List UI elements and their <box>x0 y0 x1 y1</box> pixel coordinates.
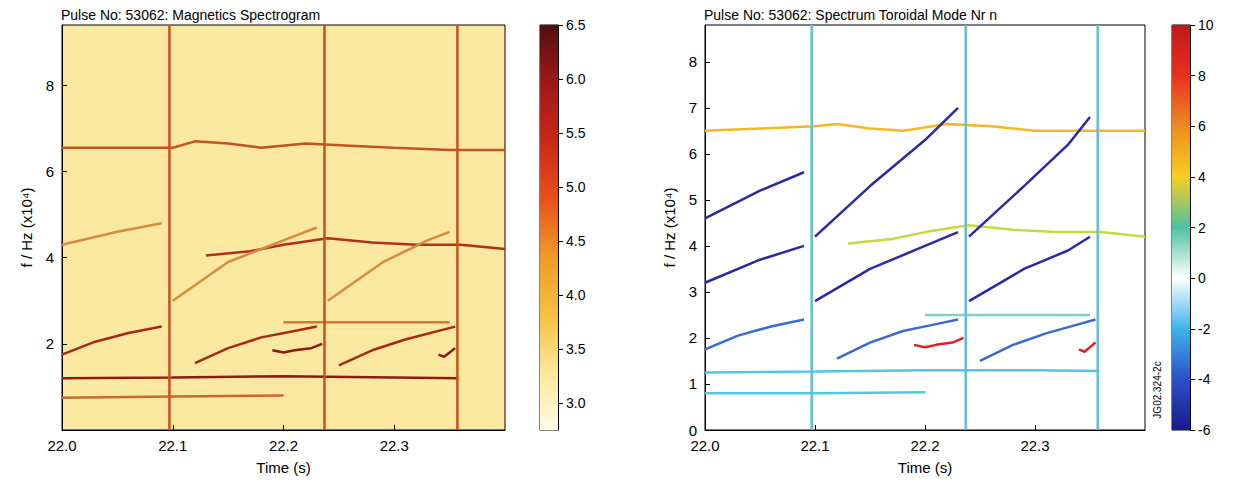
svg-text:5: 5 <box>689 191 697 208</box>
svg-text:5.0: 5.0 <box>566 179 586 195</box>
svg-text:1: 1 <box>689 375 697 392</box>
svg-text:Pulse No: 53062: Spectrum Toro: Pulse No: 53062: Spectrum Toroidal Mode … <box>704 7 997 23</box>
svg-text:8: 8 <box>1198 68 1206 84</box>
svg-text:4: 4 <box>1198 169 1206 185</box>
svg-text:5.5: 5.5 <box>566 125 586 141</box>
svg-text:8: 8 <box>689 53 697 70</box>
svg-text:-4: -4 <box>1198 371 1211 387</box>
svg-text:8: 8 <box>46 77 54 94</box>
svg-text:6: 6 <box>46 163 54 180</box>
svg-text:22.3: 22.3 <box>380 437 409 454</box>
svg-text:2: 2 <box>46 335 54 352</box>
svg-text:22.0: 22.0 <box>690 437 719 454</box>
svg-text:0: 0 <box>1198 270 1206 286</box>
svg-text:10: 10 <box>1198 17 1214 33</box>
svg-text:6: 6 <box>689 145 697 162</box>
svg-text:f / Hz (x10⁴): f / Hz (x10⁴) <box>661 188 678 268</box>
svg-text:6.5: 6.5 <box>566 17 586 33</box>
svg-text:22.1: 22.1 <box>800 437 829 454</box>
svg-text:2: 2 <box>689 329 697 346</box>
svg-text:6.0: 6.0 <box>566 71 586 87</box>
svg-text:22.1: 22.1 <box>158 437 187 454</box>
svg-text:22.3: 22.3 <box>1020 437 1049 454</box>
svg-text:Pulse No: 53062: Magnetics Spe: Pulse No: 53062: Magnetics Spectrogram <box>61 7 320 23</box>
svg-text:-2: -2 <box>1198 321 1211 337</box>
svg-text:Time (s): Time (s) <box>898 459 952 476</box>
svg-text:3.0: 3.0 <box>566 395 586 411</box>
svg-text:6: 6 <box>1198 118 1206 134</box>
svg-text:3: 3 <box>689 283 697 300</box>
svg-text:7: 7 <box>689 99 697 116</box>
svg-text:4: 4 <box>46 249 54 266</box>
svg-text:2: 2 <box>1198 220 1206 236</box>
svg-text:f / Hz (x10⁴): f / Hz (x10⁴) <box>18 188 35 268</box>
svg-text:3.5: 3.5 <box>566 341 586 357</box>
svg-text:4.5: 4.5 <box>566 233 586 249</box>
svg-text:22.2: 22.2 <box>910 437 939 454</box>
svg-text:22.2: 22.2 <box>269 437 298 454</box>
svg-text:Time (s): Time (s) <box>256 459 310 476</box>
svg-text:4: 4 <box>689 237 697 254</box>
svg-text:0: 0 <box>689 422 697 439</box>
svg-text:-6: -6 <box>1198 422 1211 438</box>
svg-text:22.0: 22.0 <box>47 437 76 454</box>
svg-text:4.0: 4.0 <box>566 287 586 303</box>
svg-text:JG02.324-2c: JG02.324-2c <box>1152 361 1163 418</box>
